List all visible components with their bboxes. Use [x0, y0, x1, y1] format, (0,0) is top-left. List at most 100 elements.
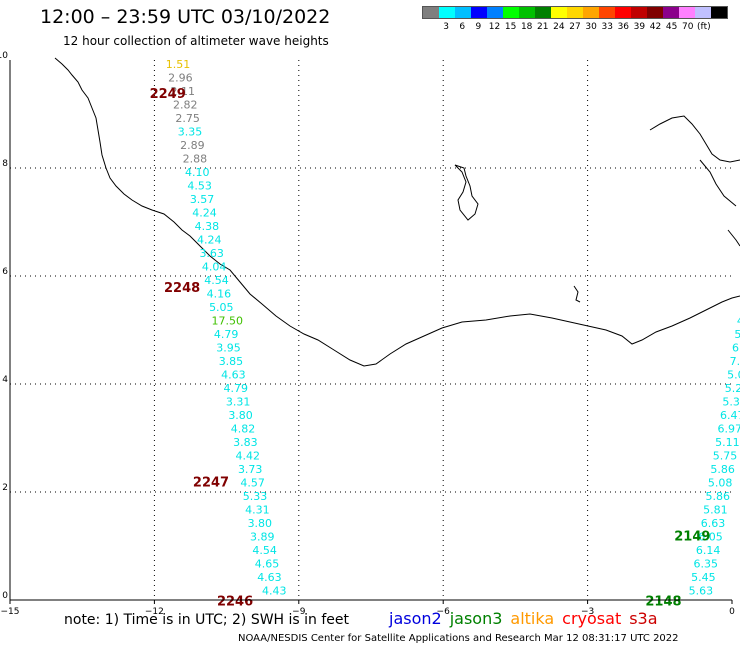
time-labels: 2249 2248 2247 2246 2149 2148: [150, 87, 711, 610]
wave-height-label: 4.57: [240, 477, 265, 490]
wave-height-label: 4.04: [202, 261, 227, 274]
colorbar-swatch: [583, 7, 599, 18]
chart-subtitle: 12 hour collection of altimeter wave hei…: [63, 34, 329, 48]
wave-height-label: 5.28: [725, 382, 740, 395]
wave-height-label: 4.82: [231, 423, 256, 436]
wave-height-label: 4.31: [245, 504, 270, 517]
colorbar-swatch: [503, 7, 519, 18]
satellite-legend-item: s3a: [629, 609, 658, 628]
wave-height-label: 4.53: [187, 180, 212, 193]
colorbar-tick: 3: [443, 22, 450, 32]
wave-height-label: 4.68: [737, 315, 740, 328]
coastline-lake: [454, 164, 479, 221]
pass-time-label: 2246: [217, 594, 253, 609]
track-west: 4.434.634.654.543.893.804.315.334.573.73…: [166, 58, 287, 598]
colorbar-swatch: [679, 7, 695, 18]
wave-height-label: 3.80: [248, 517, 273, 530]
chart-title: 12:00 – 23:59 UTC 03/10/2022: [40, 6, 331, 28]
colorbar-swatch: [455, 7, 471, 18]
colorbar-tick: 15: [504, 22, 517, 32]
colorbar-tick: 9: [475, 22, 482, 32]
satellite-legend-item: jason2: [389, 609, 442, 628]
wave-height-label: 3.89: [250, 531, 274, 544]
colorbar-tick: (ft): [697, 22, 711, 32]
colorbar-swatch: [695, 7, 711, 18]
wave-height-label: 6.97: [718, 423, 740, 436]
coastline-islet: [573, 285, 581, 303]
track-east: 5.635.456.356.146.056.635.815.865.085.86…: [689, 301, 740, 598]
x-tick-label: −9: [292, 607, 306, 617]
colorbar-tick: 18: [520, 22, 533, 32]
wave-height-label: 3.85: [219, 355, 244, 368]
x-tick-label: −15: [1, 607, 20, 617]
colorbar-swatch: [439, 7, 455, 18]
wave-height-label: 5.45: [691, 571, 716, 584]
colorbar-swatch: [519, 7, 535, 18]
satellite-legend-item: jason3: [449, 609, 503, 628]
satellite-legend: jason2 jason3 altika cryosat s3a: [389, 609, 666, 628]
wave-height-label: 5.05: [727, 369, 740, 382]
colorbar-tick: 30: [585, 22, 597, 32]
wave-height-label: 2.11: [171, 85, 196, 98]
wave-height-label: 3.31: [226, 396, 251, 409]
y-tick-label: 10: [0, 51, 8, 61]
colorbar-tick: 36: [617, 22, 630, 32]
colorbar-swatch: [535, 7, 551, 18]
colorbar-swatch: [647, 7, 663, 18]
wave-height-label: 6.05: [698, 531, 723, 544]
wave-height-label: 4.43: [262, 585, 287, 598]
wave-height-label: 4.65: [255, 558, 280, 571]
footer-credit: NOAA/NESDIS Center for Satellite Applica…: [238, 633, 679, 644]
colorbar-tick: 42: [649, 22, 662, 32]
coastline-northeast: [649, 115, 740, 247]
wave-height-label: 2.96: [168, 72, 193, 85]
wave-height-label: 4.63: [221, 369, 246, 382]
wave-height-label: 5.34: [722, 396, 740, 409]
y-tick-label: 8: [2, 159, 8, 169]
wave-height-label: 4.42: [236, 450, 260, 463]
wave-height-label: 4.79: [224, 382, 249, 395]
colorbar-swatch: [615, 7, 631, 18]
colorbar-swatch: [551, 7, 567, 18]
colorbar-tick: 6: [459, 22, 466, 32]
colorbar-swatch: [599, 7, 615, 18]
wave-height-label: 6.14: [696, 544, 721, 557]
wave-height-label: 2.82: [173, 99, 198, 112]
wave-height-label: 3.95: [216, 342, 241, 355]
wave-height-label: 3.57: [190, 193, 215, 206]
wave-height-label: 4.79: [214, 328, 239, 341]
wave-height-label: 3.35: [178, 126, 203, 139]
pass-time-label: 2248: [164, 281, 200, 296]
wave-height-label: 2.75: [175, 112, 200, 125]
wave-height-label: 5.86: [710, 463, 735, 476]
wave-height-label: 17.50: [211, 315, 243, 328]
wave-height-label: 4.24: [197, 234, 222, 247]
wave-height-label: 6.35: [693, 558, 718, 571]
y-tick-label: 0: [2, 591, 8, 601]
map-grid: [10, 60, 732, 600]
colorbar-ticks: 3 6 9 12 15 18 21 24 27 30 33 36 39 42 45 70 (ft): [422, 22, 728, 34]
axes: −15 −12 −9 −6 −3 0 0 2 4 6 8 10: [0, 51, 735, 617]
colorbar-swatch: [567, 7, 583, 18]
wave-height-label: 6.63: [701, 517, 726, 530]
wave-height-label: 6.02: [732, 342, 740, 355]
wave-height-label: 5.81: [703, 504, 728, 517]
x-tick-label: 0: [729, 607, 735, 617]
x-tick-label: −3: [581, 607, 594, 617]
colorbar-tick: 24: [553, 22, 565, 32]
wave-height-label: 2.88: [183, 153, 208, 166]
wave-height-label: 5.63: [689, 585, 714, 598]
pass-time-label: 2149: [674, 530, 710, 545]
coastline: [54, 57, 740, 367]
wave-height-label: 5.05: [209, 301, 234, 314]
wave-height-label: 7.81: [730, 355, 740, 368]
colorbar-tick: 12: [488, 22, 501, 32]
wave-height-label: 5.86: [706, 490, 731, 503]
colorbar-swatch: [471, 7, 487, 18]
wave-height-label: 1.51: [166, 58, 191, 71]
wave-height-label: 3.83: [233, 436, 258, 449]
wave-height-label: 4.63: [257, 571, 282, 584]
wave-height-label: 4.16: [207, 288, 232, 301]
pass-time-label: 2148: [645, 594, 681, 609]
x-tick-label: −12: [145, 607, 164, 617]
